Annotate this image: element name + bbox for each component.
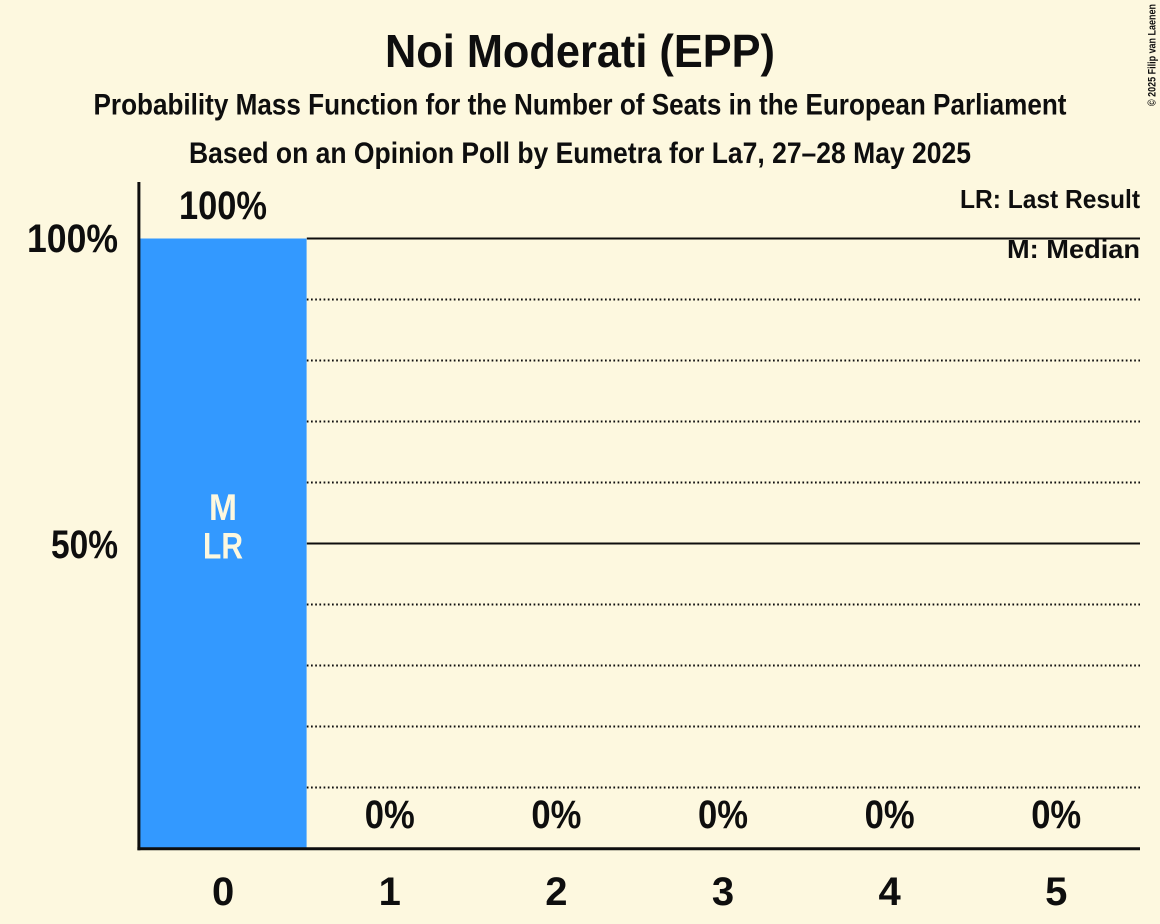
svg-text:0: 0 — [212, 870, 234, 914]
svg-text:100%: 100% — [27, 217, 118, 261]
svg-text:0%: 0% — [698, 793, 748, 837]
svg-text:100%: 100% — [179, 184, 267, 228]
svg-text:M: Median: M: Median — [1007, 234, 1140, 264]
svg-text:3: 3 — [712, 870, 734, 914]
svg-text:© 2025 Filip van Laenen: © 2025 Filip van Laenen — [1147, 4, 1159, 106]
svg-text:0%: 0% — [365, 793, 415, 837]
svg-text:LR: Last Result: LR: Last Result — [960, 184, 1140, 214]
svg-text:50%: 50% — [51, 523, 118, 567]
svg-text:4: 4 — [878, 870, 901, 914]
svg-text:Noi Moderati (EPP): Noi Moderati (EPP) — [385, 25, 775, 77]
svg-text:1: 1 — [379, 870, 401, 914]
svg-text:0%: 0% — [531, 793, 581, 837]
svg-text:0%: 0% — [865, 793, 915, 837]
svg-text:2: 2 — [545, 870, 567, 914]
svg-text:LR: LR — [203, 526, 243, 567]
svg-text:M: M — [209, 487, 237, 528]
svg-text:5: 5 — [1045, 870, 1067, 914]
svg-text:Probability Mass Function for: Probability Mass Function for the Number… — [94, 89, 1067, 122]
svg-text:Based on an Opinion Poll by Eu: Based on an Opinion Poll by Eumetra for … — [189, 137, 971, 170]
svg-text:0%: 0% — [1031, 793, 1081, 837]
